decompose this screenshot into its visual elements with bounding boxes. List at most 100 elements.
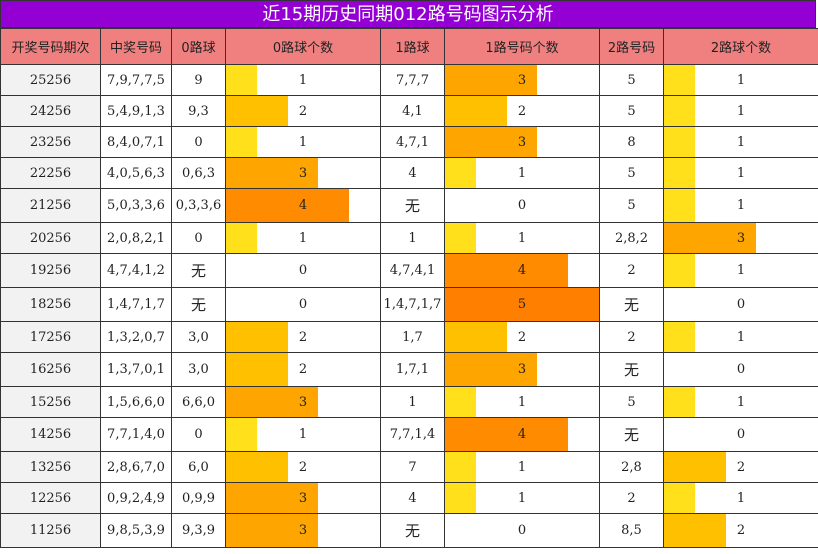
cell-route2-count: 2	[663, 451, 818, 483]
table-row: 19256 4,7,4,1,2 无 0 4,7,4,1 4 2 1	[0, 253, 818, 288]
count-value: 1	[298, 72, 308, 88]
cell-route0: 6,0	[171, 451, 226, 483]
count-value: 2	[736, 523, 746, 538]
cell-route0-text: 0,3,3,6	[175, 198, 222, 213]
count-bar	[664, 223, 757, 253]
cell-issue-text: 24256	[29, 103, 72, 119]
cell-route1-text: 无	[404, 522, 420, 540]
cell-route2-count: 2	[663, 513, 818, 548]
count-value: 1	[298, 230, 308, 246]
count-bar	[664, 254, 695, 287]
cell-route1-count: 4	[444, 417, 600, 452]
cell-numbers: 8,4,0,7,1	[100, 126, 172, 158]
count-value: 1	[517, 490, 527, 506]
cell-route0-count: 3	[225, 386, 381, 418]
table-row: 21256 5,0,3,3,6 0,3,3,6 4 无 0 5 1	[0, 188, 818, 223]
cell-route0-text: 9,3	[188, 103, 209, 119]
cell-route1-text: 1,7,1	[395, 362, 430, 377]
cell-numbers-text: 7,7,1,4,0	[107, 427, 165, 442]
cell-route0-text: 6,6,0	[181, 394, 216, 410]
count-value: 0	[517, 523, 527, 538]
cell-issue: 23256	[0, 126, 101, 158]
count-value: 1	[517, 230, 527, 246]
cell-route2-text: 2	[627, 490, 636, 506]
table-row: 12256 0,9,2,4,9 0,9,9 3 4 1 2 1	[0, 482, 818, 514]
cell-route0: 3,0	[171, 321, 226, 353]
count-value: 3	[517, 362, 527, 377]
cell-issue: 24256	[0, 95, 101, 127]
cell-route1: 4,1	[380, 95, 445, 127]
cell-route2-count: 1	[663, 321, 818, 353]
count-bar	[445, 158, 476, 188]
count-bar	[664, 189, 695, 222]
cell-route0-text: 6,0	[188, 459, 209, 475]
count-value: 1	[736, 394, 746, 410]
count-value: 3	[517, 134, 527, 150]
header-route2-count[interactable]: 2路球个数	[663, 28, 818, 65]
cell-route2: 5	[599, 157, 664, 189]
count-value: 1	[736, 329, 746, 345]
cell-issue: 22256	[0, 157, 101, 189]
cell-numbers-text: 4,0,5,6,3	[107, 165, 165, 181]
cell-route2-count: 0	[663, 417, 818, 452]
cell-route2-count: 3	[663, 222, 818, 254]
cell-route1-count: 3	[444, 352, 600, 387]
cell-route2-count: 1	[663, 482, 818, 514]
count-value: 2	[517, 329, 527, 345]
table-row: 15256 1,5,6,6,0 6,6,0 3 1 1 5 1	[0, 386, 818, 418]
cell-issue-text: 18256	[29, 297, 72, 312]
cell-route2-text: 5	[627, 103, 636, 119]
cell-route1-count: 3	[444, 126, 600, 158]
cell-numbers: 1,4,7,1,7	[100, 287, 172, 322]
cell-route0: 0,6,3	[171, 157, 226, 189]
cell-route2-text: 无	[623, 426, 639, 444]
count-bar	[226, 65, 257, 95]
cell-route0: 9,3,9	[171, 513, 226, 548]
header-numbers[interactable]: 中奖号码	[100, 28, 172, 65]
count-bar	[226, 127, 257, 157]
cell-issue: 14256	[0, 417, 101, 452]
cell-route0-count: 2	[225, 321, 381, 353]
cell-issue-text: 22256	[29, 165, 72, 181]
cell-issue: 21256	[0, 188, 101, 223]
count-value: 0	[736, 427, 746, 442]
header-route2[interactable]: 2路号码	[599, 28, 664, 65]
cell-route2-count: 0	[663, 352, 818, 387]
data-table: 开奖号码期次 中奖号码 0路球 0路球个数 1路球 1路号码个数 2路号码 2路…	[0, 28, 818, 548]
cell-route1-count: 2	[444, 321, 600, 353]
cell-issue-text: 12256	[29, 490, 72, 506]
cell-issue: 18256	[0, 287, 101, 322]
cell-numbers: 5,0,3,3,6	[100, 188, 172, 223]
cell-route2-count: 1	[663, 95, 818, 127]
header-route1-count[interactable]: 1路号码个数	[444, 28, 600, 65]
cell-route0-count: 1	[225, 64, 381, 96]
count-bar	[664, 387, 695, 417]
header-issue[interactable]: 开奖号码期次	[0, 28, 101, 65]
count-value: 0	[298, 263, 308, 278]
cell-issue-text: 20256	[29, 230, 72, 246]
header-route1[interactable]: 1路球	[380, 28, 445, 65]
cell-route2: 5	[599, 95, 664, 127]
cell-route0: 无	[171, 287, 226, 322]
cell-route1: 7,7,7	[380, 64, 445, 96]
cell-route2-text: 2	[627, 263, 636, 278]
cell-route1: 7	[380, 451, 445, 483]
cell-route1: 1,4,7,1,7	[380, 287, 445, 322]
count-bar	[445, 65, 538, 95]
cell-route1-text: 7,7,7	[395, 72, 430, 88]
count-bar	[664, 483, 695, 513]
header-route0-count[interactable]: 0路球个数	[225, 28, 381, 65]
cell-route0-count: 1	[225, 222, 381, 254]
cell-route0-text: 0	[194, 427, 203, 442]
count-value: 2	[298, 329, 308, 345]
cell-numbers-text: 1,3,2,0,7	[107, 329, 165, 345]
cell-numbers: 4,7,4,1,2	[100, 253, 172, 288]
cell-route1: 1,7	[380, 321, 445, 353]
cell-issue: 16256	[0, 352, 101, 387]
cell-route2-text: 5	[627, 165, 636, 181]
cell-route0: 0	[171, 417, 226, 452]
cell-issue-text: 21256	[29, 198, 72, 213]
header-route0[interactable]: 0路球	[171, 28, 226, 65]
cell-route1: 7,7,1,4	[380, 417, 445, 452]
count-value: 1	[736, 165, 746, 181]
